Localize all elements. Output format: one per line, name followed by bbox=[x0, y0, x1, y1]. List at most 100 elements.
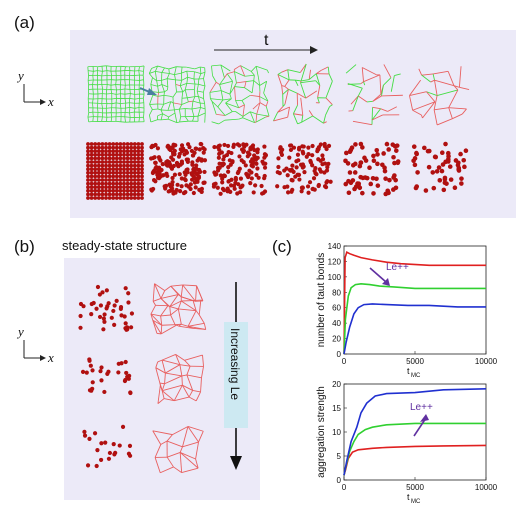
particle bbox=[125, 142, 130, 146]
axis-x-arrowhead-a bbox=[40, 99, 46, 105]
particle bbox=[368, 181, 374, 187]
particle bbox=[86, 142, 90, 146]
particle bbox=[118, 163, 123, 168]
x-axis-label-subscript: MC bbox=[411, 373, 421, 379]
particle bbox=[118, 170, 123, 175]
particle bbox=[439, 150, 445, 156]
particle bbox=[125, 145, 130, 150]
bond bbox=[106, 84, 108, 90]
particle bbox=[122, 142, 126, 146]
bond bbox=[154, 71, 158, 81]
bond bbox=[265, 115, 270, 118]
bond bbox=[188, 390, 194, 398]
bond bbox=[301, 79, 310, 82]
particle bbox=[355, 181, 360, 186]
particle bbox=[114, 149, 119, 154]
particle bbox=[111, 441, 116, 447]
particle bbox=[276, 164, 281, 170]
bond bbox=[234, 86, 245, 89]
particle bbox=[202, 169, 207, 175]
bond bbox=[167, 305, 170, 307]
particle bbox=[100, 170, 105, 175]
particle bbox=[358, 160, 364, 166]
bond bbox=[148, 68, 152, 74]
particle bbox=[132, 170, 137, 175]
bond bbox=[124, 66, 126, 71]
bond bbox=[176, 324, 179, 327]
particle bbox=[104, 156, 108, 161]
bond bbox=[236, 81, 247, 84]
particle bbox=[114, 145, 119, 150]
bond bbox=[225, 98, 232, 104]
y-tick-label: 5 bbox=[337, 452, 342, 461]
particle bbox=[86, 174, 90, 179]
particle bbox=[132, 167, 137, 172]
bond bbox=[217, 99, 224, 108]
bond bbox=[188, 100, 194, 103]
steady-state-network bbox=[150, 283, 207, 335]
bond bbox=[281, 69, 288, 73]
axes-indicator-a: y x bbox=[16, 68, 54, 109]
particle bbox=[243, 163, 248, 168]
particle bbox=[129, 145, 134, 150]
panel-a-label: (a) bbox=[14, 13, 35, 32]
bond bbox=[181, 375, 183, 386]
particle bbox=[387, 177, 392, 183]
bond bbox=[422, 101, 436, 119]
particle bbox=[177, 172, 182, 177]
particle bbox=[218, 173, 223, 178]
particle bbox=[245, 150, 251, 155]
bond bbox=[361, 67, 364, 82]
bond bbox=[192, 390, 201, 393]
particle bbox=[125, 174, 130, 179]
particle bbox=[129, 156, 134, 161]
particle bbox=[111, 185, 116, 190]
bond bbox=[292, 105, 298, 114]
bond bbox=[383, 64, 392, 78]
particle bbox=[238, 176, 244, 181]
bond bbox=[434, 79, 455, 87]
particle bbox=[140, 196, 144, 200]
bond bbox=[93, 70, 98, 72]
bond bbox=[251, 80, 255, 93]
bond bbox=[161, 390, 175, 402]
bond bbox=[158, 91, 165, 93]
particle bbox=[140, 149, 144, 154]
bond bbox=[120, 88, 125, 91]
series-line bbox=[343, 282, 486, 355]
particle bbox=[140, 156, 144, 161]
particle bbox=[122, 152, 126, 157]
particle bbox=[440, 162, 446, 167]
particle bbox=[122, 178, 126, 182]
bond bbox=[383, 77, 392, 86]
particle bbox=[86, 178, 90, 182]
bond bbox=[284, 86, 289, 90]
particle bbox=[122, 185, 126, 190]
bond bbox=[148, 73, 153, 78]
bond bbox=[179, 85, 184, 92]
particle bbox=[324, 146, 329, 152]
particle bbox=[118, 185, 123, 190]
bond bbox=[453, 85, 460, 88]
bond bbox=[226, 73, 233, 82]
bond bbox=[281, 85, 284, 95]
particle bbox=[306, 145, 311, 150]
particle bbox=[314, 172, 319, 177]
network-snapshot bbox=[345, 64, 403, 126]
x-tick-label: 5000 bbox=[406, 357, 424, 366]
particle bbox=[132, 149, 137, 154]
particle bbox=[367, 165, 372, 171]
bond bbox=[433, 109, 438, 126]
particle bbox=[107, 170, 112, 175]
particle bbox=[310, 153, 315, 158]
bond bbox=[194, 66, 201, 70]
particle bbox=[217, 151, 222, 156]
particle bbox=[284, 166, 289, 171]
bond bbox=[192, 300, 197, 311]
particle bbox=[104, 160, 108, 164]
particle bbox=[132, 163, 137, 168]
particle bbox=[104, 185, 108, 190]
particle bbox=[201, 145, 206, 151]
x-axis-label: t bbox=[407, 492, 410, 502]
bond bbox=[164, 375, 183, 385]
